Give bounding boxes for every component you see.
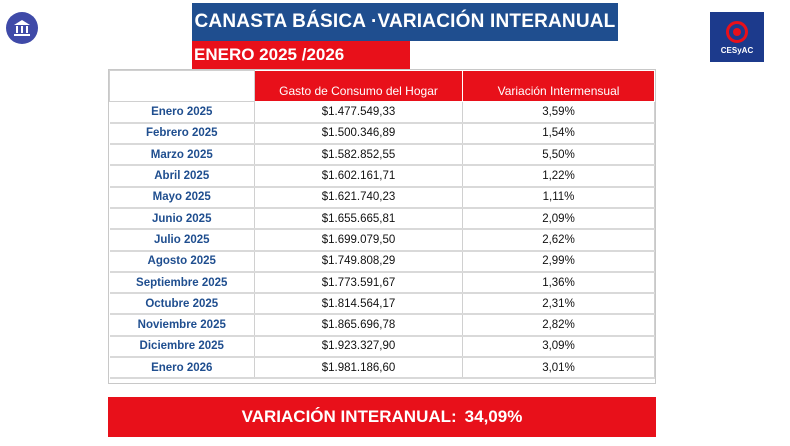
variacion-cell: 1,54% bbox=[462, 122, 655, 146]
table-row: Enero 2026 $1.981.186,60 3,01% bbox=[109, 357, 655, 380]
month-cell: Julio 2025 bbox=[109, 229, 255, 252]
data-table: Gasto de Consumo del Hogar Variación Int… bbox=[109, 70, 655, 380]
variacion-cell: 2,31% bbox=[462, 293, 655, 316]
gasto-cell: $1.655.665,81 bbox=[254, 207, 463, 231]
variacion-cell: 2,62% bbox=[462, 229, 655, 252]
gasto-cell: $1.582.852,55 bbox=[254, 144, 463, 167]
month-cell: Mayo 2025 bbox=[109, 186, 255, 209]
building-icon bbox=[6, 12, 38, 44]
gasto-cell: $1.621.740,23 bbox=[254, 186, 463, 209]
table-row: Abril 2025 $1.602.161,71 1,22% bbox=[109, 165, 655, 188]
month-cell: Diciembre 2025 bbox=[109, 335, 255, 359]
column-header-blank bbox=[109, 70, 255, 102]
variacion-cell: 3,01% bbox=[462, 357, 655, 380]
table-row: Febrero 2025 $1.500.346,89 1,54% bbox=[109, 122, 655, 146]
month-cell: Marzo 2025 bbox=[109, 144, 255, 167]
gasto-cell: $1.500.346,89 bbox=[254, 122, 463, 146]
table-row: Octubre 2025 $1.814.564,17 2,31% bbox=[109, 293, 655, 316]
gasto-cell: $1.981.186,60 bbox=[254, 357, 463, 380]
summary-label: VARIACIÓN INTERANUAL: bbox=[241, 407, 457, 426]
variacion-cell: 2,99% bbox=[462, 250, 655, 273]
logo-ring-icon bbox=[726, 21, 748, 43]
table-row: Noviembre 2025 $1.865.696,78 2,82% bbox=[109, 314, 655, 337]
variacion-cell: 1,11% bbox=[462, 186, 655, 209]
variacion-cell: 1,22% bbox=[462, 165, 655, 188]
month-cell: Junio 2025 bbox=[109, 207, 255, 231]
month-cell: Agosto 2025 bbox=[109, 250, 255, 273]
page-title: CANASTA BÁSICA ·VARIACIÓN INTERANUAL bbox=[192, 3, 618, 41]
gasto-cell: $1.865.696,78 bbox=[254, 314, 463, 337]
gasto-cell: $1.923.327,90 bbox=[254, 335, 463, 359]
gasto-cell: $1.477.549,33 bbox=[254, 101, 463, 124]
data-table-frame: Gasto de Consumo del Hogar Variación Int… bbox=[108, 69, 656, 384]
table-row: Junio 2025 $1.655.665,81 2,09% bbox=[109, 207, 655, 231]
table-row: Enero 2025 $1.477.549,33 3,59% bbox=[109, 101, 655, 124]
column-header-variacion: Variación Intermensual bbox=[462, 70, 655, 102]
month-cell: Enero 2026 bbox=[109, 357, 255, 380]
gasto-cell: $1.699.079,50 bbox=[254, 229, 463, 252]
cesyac-logo: CESyAC bbox=[710, 12, 764, 62]
table-header-row: Gasto de Consumo del Hogar Variación Int… bbox=[109, 70, 655, 102]
month-cell: Febrero 2025 bbox=[109, 122, 255, 146]
column-header-gasto: Gasto de Consumo del Hogar bbox=[254, 70, 463, 102]
month-cell: Septiembre 2025 bbox=[109, 271, 255, 295]
logo-text: CESyAC bbox=[720, 46, 754, 55]
summary-value: 34,09% bbox=[464, 407, 523, 426]
variacion-cell: 3,09% bbox=[462, 335, 655, 359]
month-cell: Abril 2025 bbox=[109, 165, 255, 188]
variacion-cell: 1,36% bbox=[462, 271, 655, 295]
month-cell: Octubre 2025 bbox=[109, 293, 255, 316]
variacion-cell: 3,59% bbox=[462, 101, 655, 124]
table-row: Marzo 2025 $1.582.852,55 5,50% bbox=[109, 144, 655, 167]
page-subtitle: ENERO 2025 /2026 bbox=[192, 41, 410, 69]
table-row: Diciembre 2025 $1.923.327,90 3,09% bbox=[109, 335, 655, 359]
variacion-cell: 5,50% bbox=[462, 144, 655, 167]
table-row: Mayo 2025 $1.621.740,23 1,11% bbox=[109, 186, 655, 209]
gasto-cell: $1.814.564,17 bbox=[254, 293, 463, 316]
gasto-cell: $1.602.161,71 bbox=[254, 165, 463, 188]
gasto-cell: $1.749.808,29 bbox=[254, 250, 463, 273]
table-row: Agosto 2025 $1.749.808,29 2,99% bbox=[109, 250, 655, 273]
table-row: Julio 2025 $1.699.079,50 2,62% bbox=[109, 229, 655, 252]
gasto-cell: $1.773.591,67 bbox=[254, 271, 463, 295]
variacion-cell: 2,09% bbox=[462, 207, 655, 231]
month-cell: Noviembre 2025 bbox=[109, 314, 255, 337]
table-row: Septiembre 2025 $1.773.591,67 1,36% bbox=[109, 271, 655, 295]
variacion-cell: 2,82% bbox=[462, 314, 655, 337]
month-cell: Enero 2025 bbox=[109, 101, 255, 124]
summary-banner: VARIACIÓN INTERANUAL: 34,09% bbox=[108, 397, 656, 437]
